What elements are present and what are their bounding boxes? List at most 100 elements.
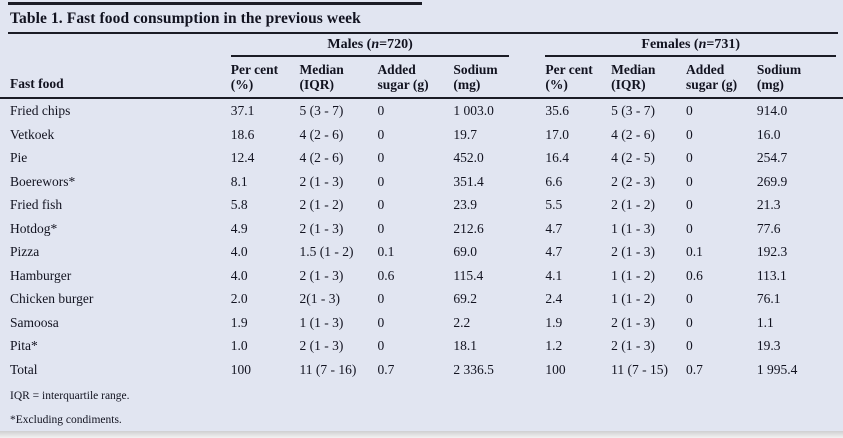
- food-name-cell: Fried fish: [10, 197, 63, 213]
- table-row: Vetkoek 18.6 4 (2 - 6) 0 19.7 17.0 4 (2 - 6) 0 1…: [0, 123, 843, 147]
- value-cell: 1 (1 - 2): [611, 291, 656, 307]
- value-cell: 4.0: [230, 267, 248, 283]
- column-header-males-added: Added sugar (g): [377, 57, 454, 100]
- value-cell: 11 (7 - 15): [611, 361, 669, 377]
- value-cell: 0: [686, 150, 693, 166]
- column-header-males-median: Median (IQR): [299, 57, 378, 100]
- value-cell: 0: [686, 314, 693, 330]
- food-name-cell: Pita*: [10, 338, 38, 354]
- value-cell: 2 (1 - 2): [299, 197, 344, 213]
- value-cell: 0: [686, 338, 693, 354]
- food-name-cell: Pizza: [10, 244, 40, 260]
- value-cell: 351.4: [453, 173, 484, 189]
- footnote-condiments: *Excluding condiments.: [10, 414, 122, 427]
- value-cell: 5.8: [230, 197, 248, 213]
- value-cell: 69.0: [453, 244, 477, 260]
- value-cell: 2.2: [453, 314, 471, 330]
- value-cell: 23.9: [453, 197, 477, 213]
- value-cell: 0: [686, 173, 693, 189]
- value-cell: 16.4: [545, 150, 570, 166]
- value-cell: 1.0: [230, 338, 248, 354]
- value-cell: 914.0: [756, 103, 788, 119]
- value-cell: 17.0: [545, 126, 570, 142]
- value-cell: 1.2: [545, 338, 563, 354]
- value-cell: 0.7: [377, 361, 395, 377]
- title-rule: [8, 32, 838, 34]
- footnote-iqr: IQR = interquartile range.: [10, 390, 130, 403]
- table-row: Pie 12.4 4 (2 - 6) 0 452.0 16.4 4 (2 - 5) 0 254.…: [0, 146, 843, 170]
- table-row: Chicken burger 2.0 2(1 - 3) 0 69.2 2.4 1 (1 - …: [0, 287, 843, 311]
- value-cell: 0: [377, 314, 385, 330]
- females-label-prefix: Females (: [641, 37, 699, 52]
- value-cell: 4.9: [230, 220, 248, 236]
- value-cell: 5 (3 - 7): [611, 103, 656, 119]
- value-cell: 0: [686, 220, 693, 236]
- value-cell: 0.1: [686, 244, 703, 260]
- value-cell: 4 (2 - 6): [611, 126, 656, 142]
- value-cell: 1 995.4: [756, 361, 798, 377]
- value-cell: 0.6: [377, 267, 395, 283]
- table-row: Fried fish 5.8 2 (1 - 2) 0 23.9 5.5 2 (1 - 2) 0…: [0, 193, 843, 217]
- page-bottom-edge: [0, 431, 843, 438]
- value-cell: 1.1: [756, 314, 774, 330]
- value-cell: 1 (1 - 3): [299, 314, 344, 330]
- column-header-females-median: Median (IQR): [611, 57, 687, 100]
- value-cell: 12.4: [230, 150, 255, 166]
- value-cell: 21.3: [756, 197, 781, 213]
- table-row: Fried chips 37.1 5 (3 - 7) 0 1 003.0 35.6 5 (3…: [0, 98, 843, 123]
- value-cell: 212.6: [453, 220, 484, 236]
- value-cell: 19.3: [756, 338, 781, 354]
- value-cell: 2 (1 - 3): [299, 220, 344, 236]
- value-cell: 0: [686, 291, 693, 307]
- value-cell: 5.5: [545, 197, 563, 213]
- column-header-males-sodium: Sodium (mg): [453, 57, 546, 100]
- value-cell: 0: [377, 291, 385, 307]
- value-cell: 0: [377, 173, 385, 189]
- value-cell: 16.0: [756, 126, 781, 142]
- value-cell: 0: [377, 338, 385, 354]
- group-header-males: Males (n=720): [230, 34, 546, 57]
- value-cell: 5 (3 - 7): [299, 103, 344, 119]
- food-name-cell: Samoosa: [10, 314, 59, 330]
- value-cell: 0: [377, 197, 385, 213]
- food-name-cell: Hotdog*: [10, 220, 58, 236]
- value-cell: 0: [686, 197, 693, 213]
- value-cell: 0: [686, 103, 693, 119]
- food-name-cell: Boerewors*: [10, 173, 76, 189]
- value-cell: 76.1: [756, 291, 781, 307]
- table-row: Hamburger 4.0 2 (1 - 3) 0.6 115.4 4.1 1 (1 - 2…: [0, 264, 843, 288]
- value-cell: 269.9: [756, 173, 788, 189]
- column-header-females-sodium: Sodium (mg): [756, 57, 843, 100]
- value-cell: 2.4: [545, 291, 563, 307]
- value-cell: 4 (2 - 5): [611, 150, 656, 166]
- value-cell: 2(1 - 3): [299, 291, 341, 307]
- fast-food-table: Fast food Males (n=720) Females (n=731) …: [0, 34, 843, 381]
- value-cell: 1.9: [545, 314, 563, 330]
- value-cell: 113.1: [756, 267, 787, 283]
- value-cell: 8.1: [230, 173, 248, 189]
- table-body: Fried chips 37.1 5 (3 - 7) 0 1 003.0 35.6 5 (3…: [0, 98, 843, 381]
- value-cell: 2 (1 - 3): [299, 267, 344, 283]
- value-cell: 115.4: [453, 267, 484, 283]
- value-cell: 4.7: [545, 220, 563, 236]
- table-row: Total 100 11 (7 - 16) 0.7 2 336.5 100 11 (7 - …: [0, 358, 843, 382]
- top-partial-rule: [8, 2, 422, 5]
- value-cell: 1 (1 - 2): [611, 267, 656, 283]
- value-cell: 2 (1 - 2): [611, 197, 656, 213]
- value-cell: 2 (1 - 3): [611, 314, 656, 330]
- value-cell: 0.6: [686, 267, 703, 283]
- value-cell: 1.5 (1 - 2): [299, 244, 354, 260]
- value-cell: 77.6: [756, 220, 781, 236]
- value-cell: 452.0: [453, 150, 484, 166]
- group-header-females: Females (n=731): [545, 34, 843, 57]
- value-cell: 0: [377, 103, 385, 119]
- value-cell: 0: [377, 126, 385, 142]
- value-cell: 2 (2 - 3): [611, 173, 656, 189]
- value-cell: 0: [377, 150, 385, 166]
- value-cell: 4 (2 - 6): [299, 126, 344, 142]
- table-row: Pizza 4.0 1.5 (1 - 2) 0.1 69.0 4.7 2 (1 - 3) 0.…: [0, 240, 843, 264]
- value-cell: 18.1: [453, 338, 477, 354]
- group-header-row: Fast food Males (n=720) Females (n=731): [0, 34, 843, 100]
- value-cell: 1.9: [230, 314, 248, 330]
